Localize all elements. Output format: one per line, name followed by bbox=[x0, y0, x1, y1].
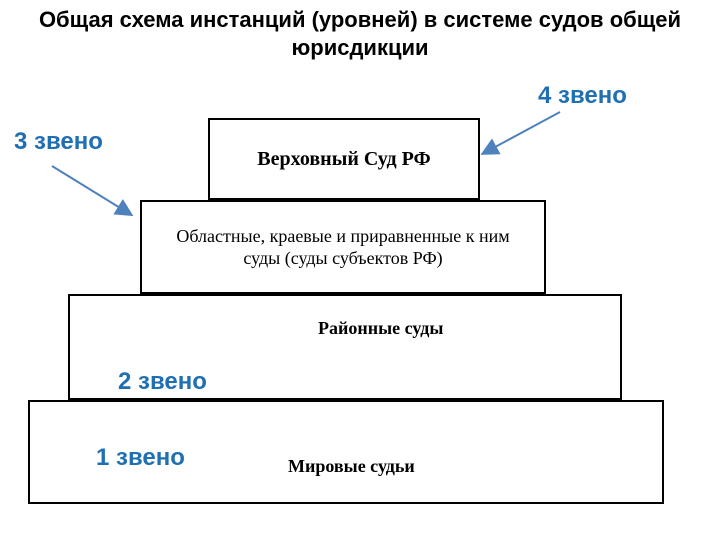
label-link-1: 1 звено bbox=[96, 444, 185, 472]
tier-3-regional-courts: Областные, краевые и приравненные к ним … bbox=[140, 200, 546, 294]
label-link-3: 3 звено bbox=[14, 128, 103, 156]
label-link-2: 2 звено bbox=[118, 368, 207, 396]
diagram-canvas: Общая схема инстанций (уровней) в систем… bbox=[0, 0, 720, 540]
label-link-4: 4 звено bbox=[538, 82, 627, 110]
arrow-line-3 bbox=[52, 166, 130, 214]
tier-1-text: Мировые судьи bbox=[288, 456, 415, 477]
diagram-title: Общая схема инстанций (уровней) в систем… bbox=[0, 6, 720, 61]
tier-4-supreme-court: Верховный Суд РФ bbox=[208, 118, 480, 200]
tier-2-text: Районные суды bbox=[318, 318, 443, 339]
arrow-line-4 bbox=[484, 112, 560, 153]
